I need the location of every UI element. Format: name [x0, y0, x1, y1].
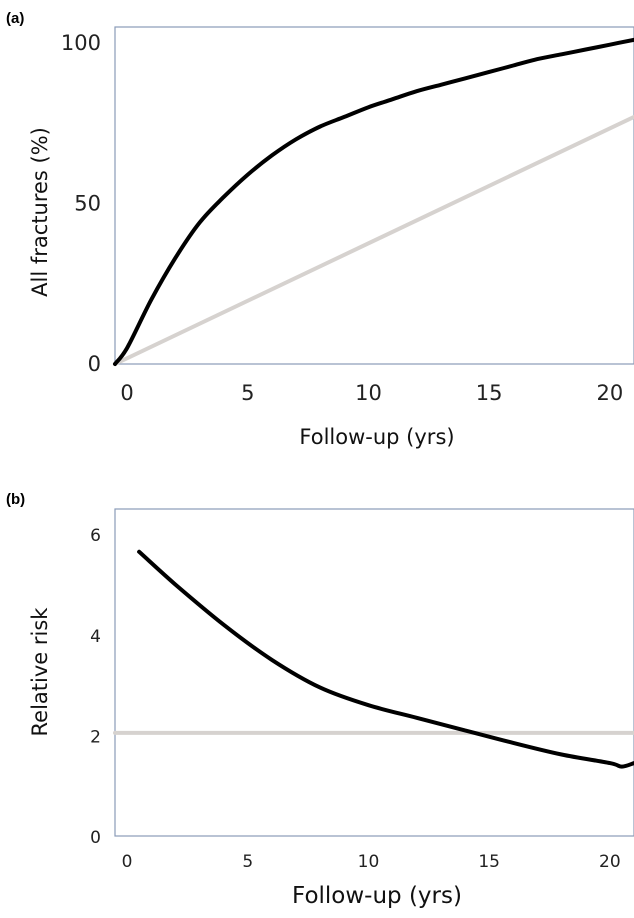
series-group-a [113, 37, 634, 366]
panel-a-label: (a) [6, 10, 24, 27]
y-tick-label: 4 [90, 627, 101, 647]
y-tick-labels-b: 0 2 4 6 [90, 526, 101, 848]
plot-frame-b [114, 508, 634, 837]
x-tick-label: 15 [476, 381, 503, 405]
x-axis-title-b: Follow-up (yrs) [292, 883, 462, 909]
series-line-black [137, 549, 634, 769]
x-tick-labels-a: 0 5 10 15 20 [120, 381, 623, 405]
x-tick-labels-b: 0 5 10 15 20 [122, 852, 621, 872]
series-line-grey [113, 114, 634, 366]
x-tick-label: 0 [120, 381, 133, 405]
x-tick-label: 0 [122, 852, 133, 872]
x-tick-label: 10 [355, 381, 382, 405]
x-tick-label: 5 [242, 852, 253, 872]
series-line-black [113, 37, 634, 366]
y-tick-label: 2 [90, 727, 101, 747]
panel-a: (a) 0 50 100 0 5 10 15 20 Follow-up (yrs) All … [6, 10, 634, 449]
x-tick-label: 10 [358, 852, 380, 872]
x-tick-label: 20 [596, 381, 623, 405]
plot-frame-a [114, 26, 634, 365]
y-tick-label: 100 [61, 31, 101, 55]
x-axis-title-a: Follow-up (yrs) [299, 425, 454, 449]
y-tick-label: 0 [88, 352, 101, 376]
series-group-b [113, 549, 634, 769]
y-tick-label: 0 [90, 828, 101, 848]
x-tick-label: 20 [599, 852, 621, 872]
y-tick-labels-a: 0 50 100 [61, 31, 101, 376]
y-axis-title-b: Relative risk [28, 607, 52, 737]
x-tick-label: 15 [478, 852, 500, 872]
x-tick-label: 5 [241, 381, 254, 405]
y-tick-label: 6 [90, 526, 101, 546]
y-axis-title-a: All fractures (%) [28, 127, 52, 297]
panel-b-label: (b) [6, 491, 25, 508]
y-tick-label: 50 [74, 192, 101, 216]
panel-b: (b) 0 2 4 6 0 5 10 15 20 Follow-up (yrs) Relati… [6, 491, 634, 909]
